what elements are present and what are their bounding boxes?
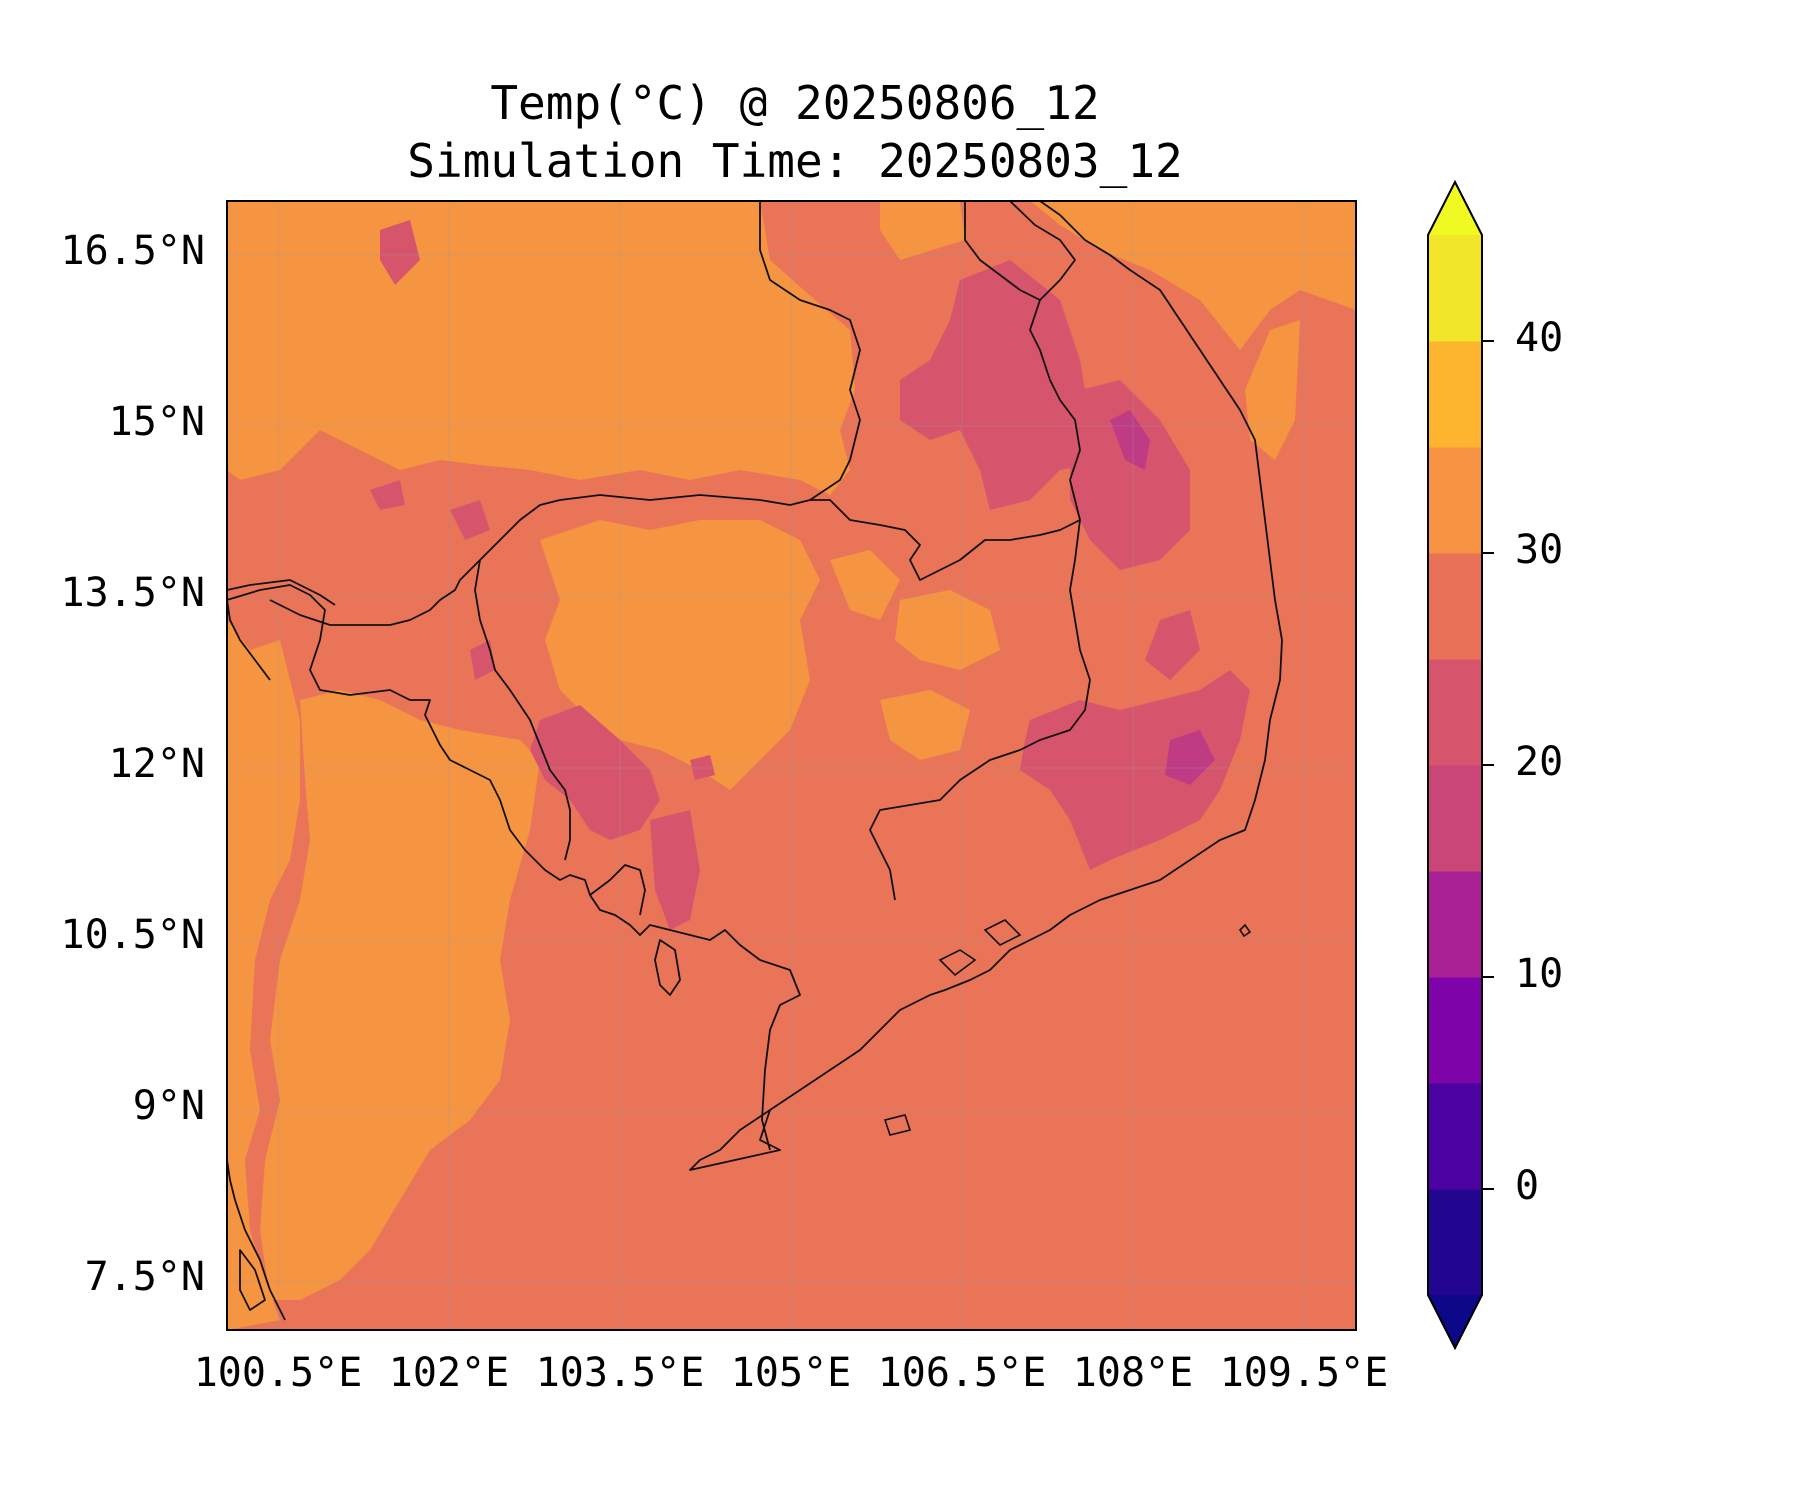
colorbar-segment (1428, 341, 1482, 448)
colorbar-segment (1428, 1189, 1482, 1296)
colorbar-tick-label: 30 (1515, 527, 1564, 573)
graticule (227, 201, 1356, 1330)
lat-tick-label: 7.5°N (84, 1254, 205, 1300)
colorbar-extend-over (1428, 182, 1482, 235)
colorbar (1427, 179, 1494, 1351)
map-title: Temp(°C) @ 20250806_12 (490, 76, 1100, 130)
lon-tick-label: 108°E (1072, 1350, 1194, 1396)
lat-tick-label: 16.5°N (60, 228, 206, 274)
lon-tick-label: 106.5°E (877, 1350, 1047, 1396)
islands (883, 919, 1252, 1136)
lon-tick-label: 100.5°E (193, 1350, 363, 1396)
lat-tick-label: 9°N (132, 1083, 205, 1129)
colorbar-tick-label: 0 (1515, 1163, 1540, 1209)
lon-tick-label: 103.5°E (535, 1350, 705, 1396)
colorbar-extend-under (1428, 1295, 1482, 1348)
band-30-35 (227, 201, 1356, 1330)
colorbar-tick-label: 40 (1515, 315, 1564, 361)
colorbar-segment (1428, 553, 1482, 660)
lat-tick-label: 10.5°N (60, 912, 206, 958)
colorbar-segment (1428, 765, 1482, 872)
colorbar-segment (1428, 659, 1482, 766)
colorbar-outline (1427, 179, 1483, 1351)
colorbar-segment (1428, 235, 1482, 342)
colorbar-segment (1428, 871, 1482, 978)
temperature-field (227, 201, 1356, 1330)
map-subtitle: Simulation Time: 20250803_12 (407, 134, 1183, 188)
lat-tick-label: 12°N (108, 741, 205, 787)
map-frame (226, 200, 1357, 1331)
colorbar-tick-label: 20 (1515, 739, 1564, 785)
colorbar-segment (1428, 977, 1482, 1084)
lon-tick-label: 105°E (730, 1350, 852, 1396)
colorbar-segment (1428, 1083, 1482, 1190)
colorbar-tick-label: 10 (1515, 951, 1564, 997)
colorbar-segment (1428, 447, 1482, 554)
coastlines (227, 201, 1283, 1321)
band-15-20 (1110, 410, 1215, 785)
lon-tick-label: 109.5°E (1219, 1350, 1389, 1396)
lat-tick-label: 15°N (108, 399, 205, 445)
lat-tick-label: 13.5°N (60, 570, 206, 616)
lon-tick-label: 102°E (388, 1350, 510, 1396)
